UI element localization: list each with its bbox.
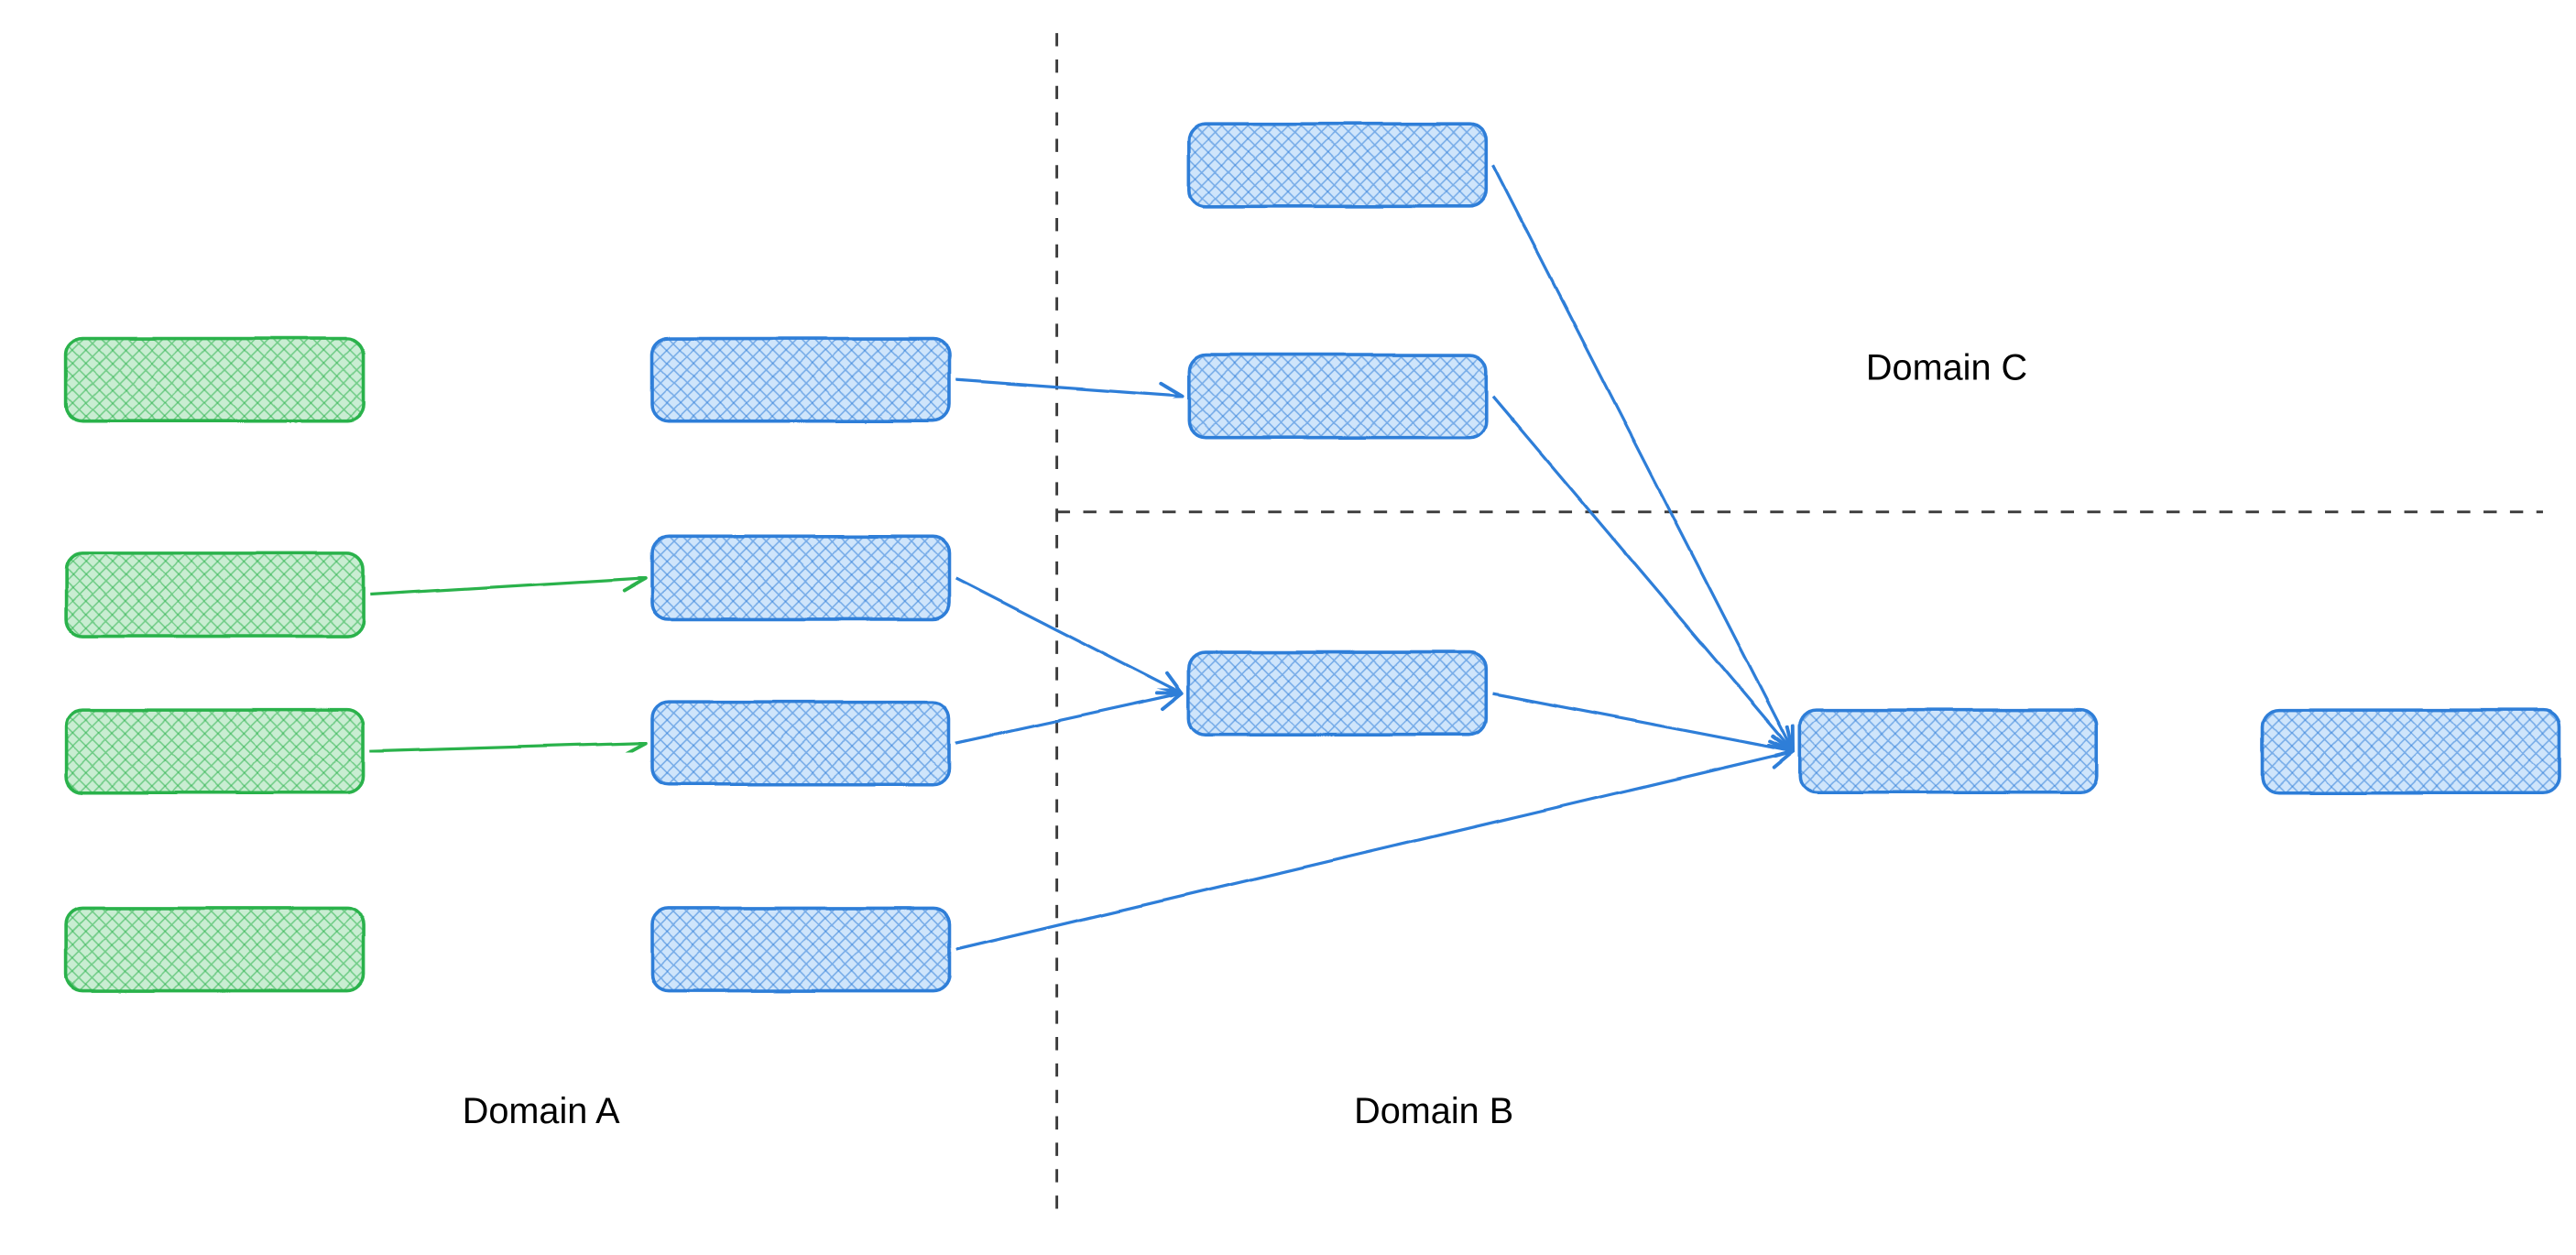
flow-node xyxy=(66,553,363,636)
flow-node xyxy=(1189,124,1486,206)
flow-edge xyxy=(370,743,646,751)
domain-c-label: Domain C xyxy=(1866,348,2027,388)
flow-node xyxy=(652,339,949,421)
flow-node xyxy=(1800,710,2097,792)
flow-edge xyxy=(1493,693,1794,751)
flow-node xyxy=(2263,710,2560,792)
flow-edge xyxy=(956,380,1183,397)
domain-diagram: Domain A Domain B Domain C xyxy=(0,0,2576,1255)
flow-node xyxy=(652,908,949,990)
flow-edge xyxy=(370,578,646,595)
flow-node xyxy=(652,702,949,784)
flow-node xyxy=(652,537,949,619)
domain-b-label: Domain B xyxy=(1354,1091,1513,1131)
flow-edge xyxy=(956,578,1183,693)
flow-node xyxy=(1189,355,1486,438)
flow-node xyxy=(66,339,363,421)
flow-node xyxy=(1189,652,1486,735)
flow-edge xyxy=(1493,397,1794,752)
domain-a-label: Domain A xyxy=(463,1091,620,1131)
flow-edge xyxy=(956,693,1183,743)
flow-node xyxy=(66,908,363,990)
flow-node xyxy=(66,710,363,792)
flow-edge xyxy=(956,751,1794,949)
flow-edge xyxy=(1493,165,1794,751)
